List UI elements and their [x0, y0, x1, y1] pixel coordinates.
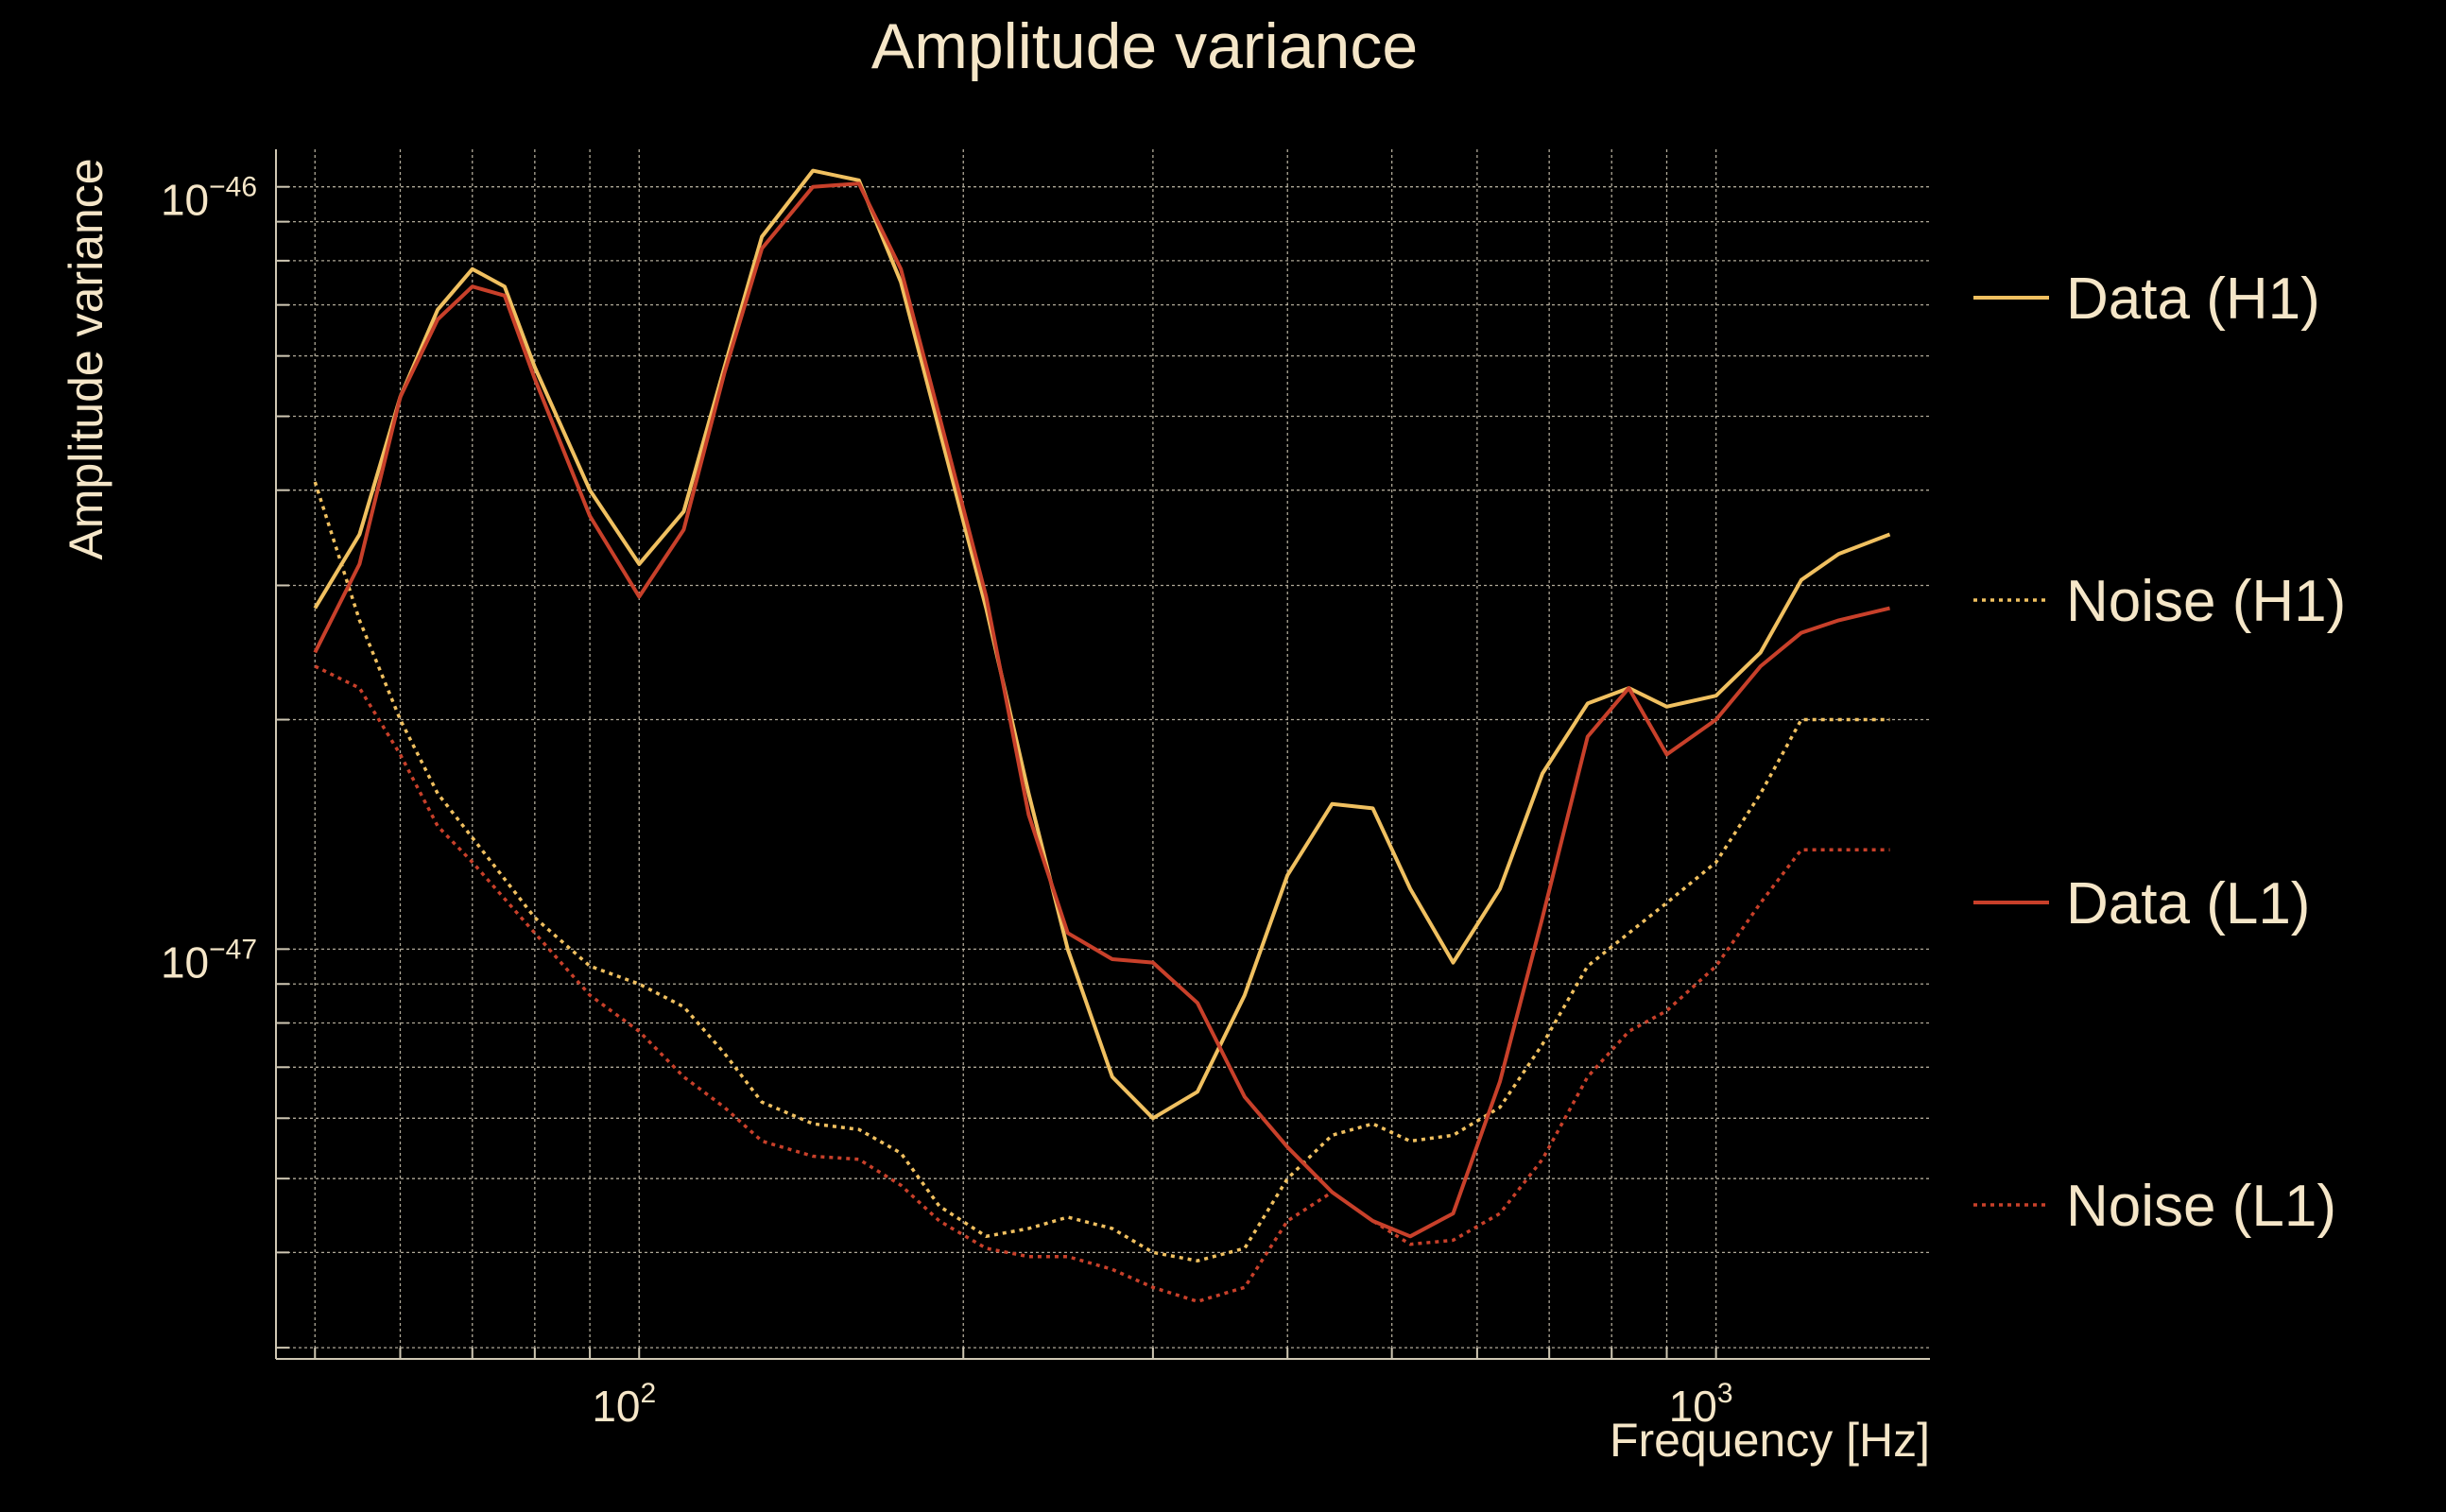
series-line-data-h1 — [313, 168, 1891, 1121]
series-lines — [313, 168, 1891, 1303]
axes: 102 103 10−47 10−46 — [161, 149, 1930, 1431]
legend-entry: Noise (H1) — [1973, 569, 2346, 634]
x-tick-label: 102 — [592, 1378, 656, 1431]
series-line-data-l1 — [313, 181, 1890, 1239]
legend-label: Data (H1) — [2066, 266, 2320, 332]
series-line-noise-h1 — [313, 481, 1890, 1263]
legend-entry: Data (H1) — [1973, 266, 2320, 332]
legend: Data (H1) Noise (H1) Data (L1) Noise (L1) — [1973, 266, 2346, 1239]
x-axis-label: Frequency [Hz] — [1610, 1414, 1930, 1467]
series-line-noise-l1 — [314, 664, 1890, 1303]
legend-entry: Data (L1) — [1973, 871, 2310, 936]
y-tick-label: 10−47 — [161, 934, 257, 987]
y-axis-label: Amplitude variance — [60, 158, 112, 559]
y-tick-label: 10−46 — [161, 172, 257, 225]
legend-label: Noise (H1) — [2066, 569, 2346, 634]
legend-label: Data (L1) — [2066, 871, 2310, 936]
chart-title: Amplitude variance — [871, 10, 1418, 82]
x-tick-label: 103 — [1669, 1378, 1733, 1431]
grid — [276, 149, 1930, 1359]
legend-label: Noise (L1) — [2066, 1174, 2336, 1239]
legend-entry: Noise (L1) — [1973, 1174, 2336, 1239]
